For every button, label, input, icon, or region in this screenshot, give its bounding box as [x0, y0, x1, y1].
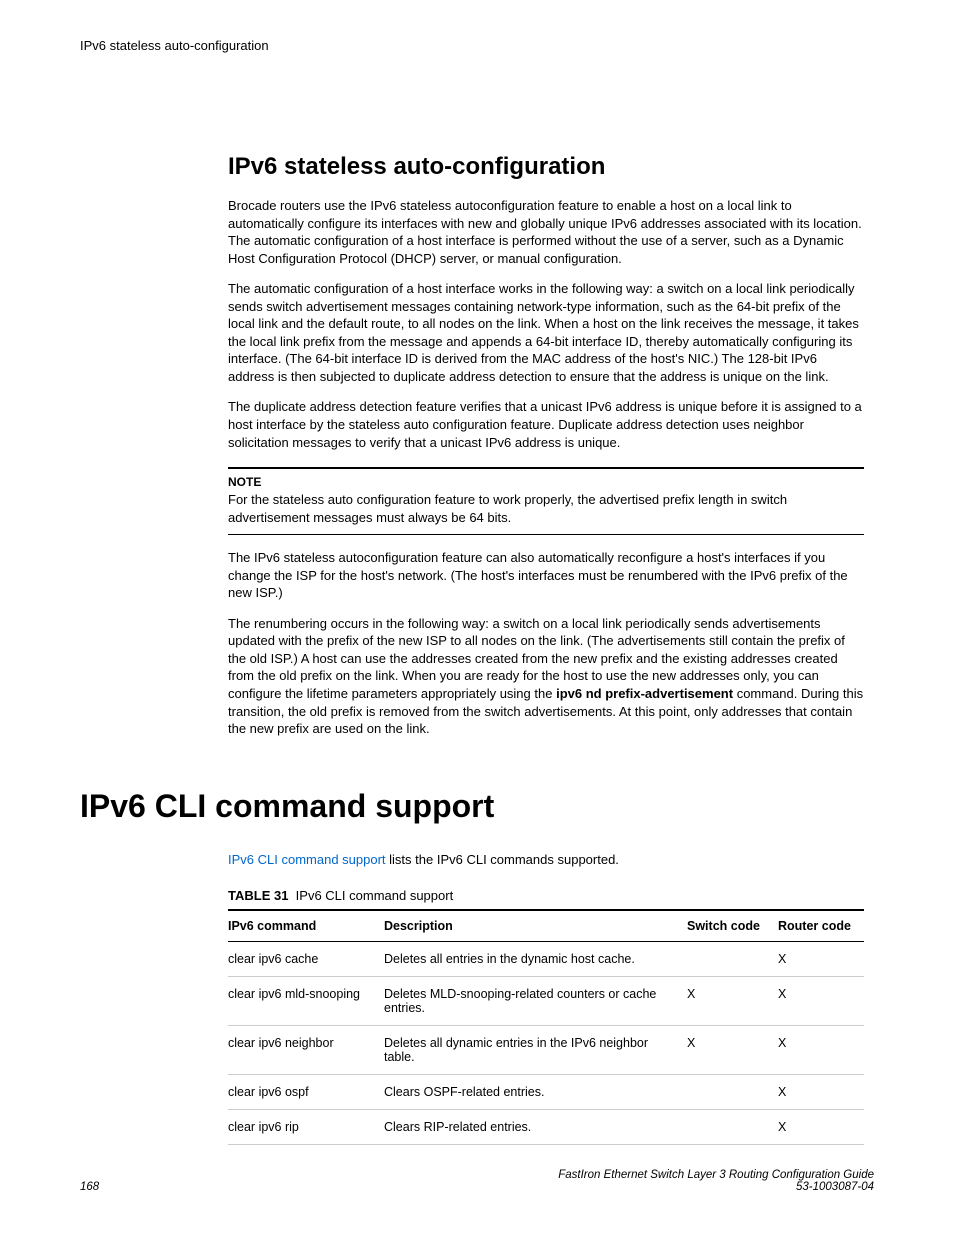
- table-header-row: IPv6 command Description Switch code Rou…: [228, 910, 864, 942]
- cell-router-code: X: [778, 1110, 864, 1145]
- column-header-switch-code: Switch code: [687, 910, 778, 942]
- cell-switch-code: [687, 942, 778, 977]
- section-heading-stateless: IPv6 stateless auto-configuration: [228, 153, 864, 181]
- cell-description: Clears OSPF-related entries.: [384, 1075, 687, 1110]
- cell-command: clear ipv6 ospf: [228, 1075, 384, 1110]
- cli-command-table: IPv6 command Description Switch code Rou…: [228, 909, 864, 1145]
- note-text: For the stateless auto configuration fea…: [228, 491, 864, 526]
- paragraph: The IPv6 stateless autoconfiguration fea…: [228, 549, 864, 602]
- footer-right: FastIron Ethernet Switch Layer 3 Routing…: [558, 1169, 874, 1193]
- column-header-router-code: Router code: [778, 910, 864, 942]
- cell-switch-code: X: [687, 977, 778, 1026]
- table-row: clear ipv6 ospf Clears OSPF-related entr…: [228, 1075, 864, 1110]
- document-number: 53-1003087-04: [558, 1181, 874, 1193]
- cell-switch-code: [687, 1075, 778, 1110]
- command-name: ipv6 nd prefix-advertisement: [556, 686, 733, 701]
- text-run: lists the IPv6 CLI commands supported.: [386, 852, 619, 867]
- cell-description: Deletes all entries in the dynamic host …: [384, 942, 687, 977]
- table-caption: TABLE 31 IPv6 CLI command support: [228, 888, 864, 903]
- page-footer: 168 FastIron Ethernet Switch Layer 3 Rou…: [80, 1181, 874, 1193]
- cell-router-code: X: [778, 977, 864, 1026]
- table-label: TABLE 31: [228, 888, 288, 903]
- cell-command: clear ipv6 rip: [228, 1110, 384, 1145]
- cell-switch-code: [687, 1110, 778, 1145]
- cell-description: Deletes all dynamic entries in the IPv6 …: [384, 1026, 687, 1075]
- cross-reference-link[interactable]: IPv6 CLI command support: [228, 852, 386, 867]
- note-block: NOTE For the stateless auto configuratio…: [228, 467, 864, 535]
- guide-title: FastIron Ethernet Switch Layer 3 Routing…: [558, 1169, 874, 1181]
- content-area: IPv6 stateless auto-configuration Brocad…: [228, 153, 864, 738]
- table-row: clear ipv6 rip Clears RIP-related entrie…: [228, 1110, 864, 1145]
- cell-command: clear ipv6 cache: [228, 942, 384, 977]
- table-row: clear ipv6 mld-snooping Deletes MLD-snoo…: [228, 977, 864, 1026]
- cell-command: clear ipv6 mld-snooping: [228, 977, 384, 1026]
- cell-description: Deletes MLD-snooping-related counters or…: [384, 977, 687, 1026]
- page: IPv6 stateless auto-configuration IPv6 s…: [0, 0, 954, 1235]
- cell-router-code: X: [778, 1026, 864, 1075]
- paragraph: Brocade routers use the IPv6 stateless a…: [228, 197, 864, 267]
- note-label: NOTE: [228, 475, 864, 489]
- cell-switch-code: X: [687, 1026, 778, 1075]
- table-row: clear ipv6 cache Deletes all entries in …: [228, 942, 864, 977]
- paragraph: The duplicate address detection feature …: [228, 398, 864, 451]
- table-title: IPv6 CLI command support: [296, 888, 454, 903]
- cell-description: Clears RIP-related entries.: [384, 1110, 687, 1145]
- column-header-description: Description: [384, 910, 687, 942]
- content-area: IPv6 CLI command support lists the IPv6 …: [228, 851, 864, 1146]
- column-header-command: IPv6 command: [228, 910, 384, 942]
- table-row: clear ipv6 neighbor Deletes all dynamic …: [228, 1026, 864, 1075]
- page-number: 168: [80, 1181, 99, 1193]
- cell-router-code: X: [778, 942, 864, 977]
- chapter-heading-cli: IPv6 CLI command support: [80, 788, 874, 825]
- paragraph: The renumbering occurs in the following …: [228, 615, 864, 738]
- cell-router-code: X: [778, 1075, 864, 1110]
- intro-paragraph: IPv6 CLI command support lists the IPv6 …: [228, 851, 864, 869]
- cell-command: clear ipv6 neighbor: [228, 1026, 384, 1075]
- running-header: IPv6 stateless auto-configuration: [80, 38, 874, 53]
- paragraph: The automatic configuration of a host in…: [228, 280, 864, 385]
